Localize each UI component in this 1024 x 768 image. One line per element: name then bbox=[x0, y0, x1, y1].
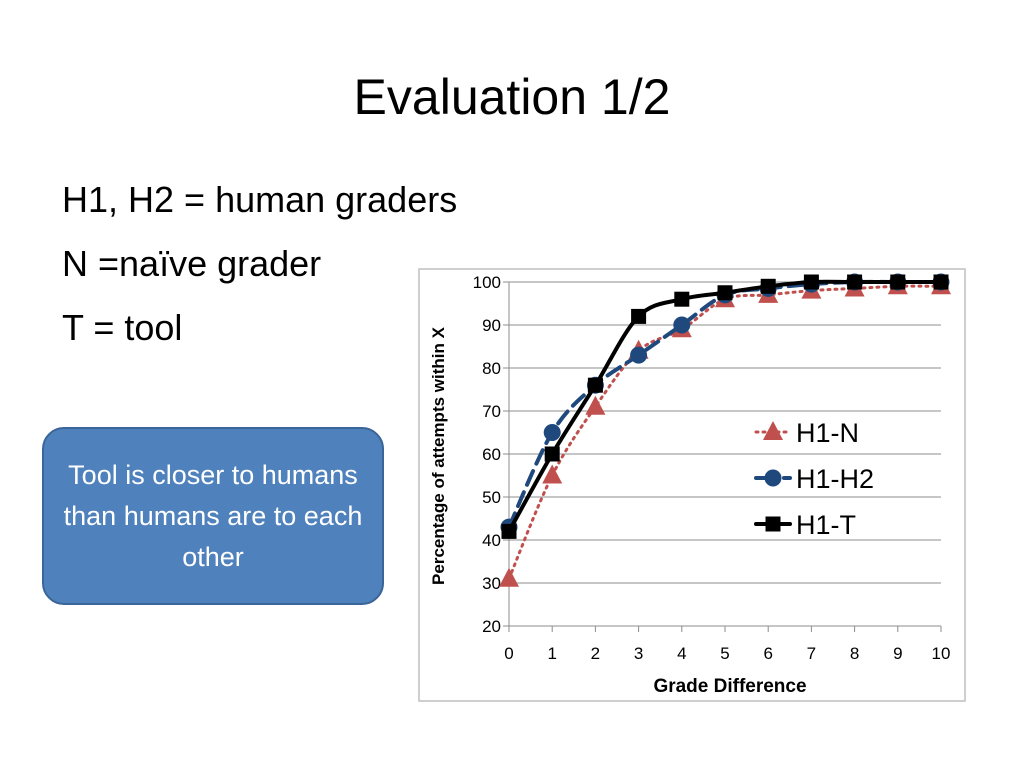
x-tick-label: 0 bbox=[504, 644, 513, 663]
data-point-h1-t bbox=[544, 446, 560, 462]
x-axis-label: Grade Difference bbox=[653, 676, 806, 697]
bullet-list: H1, H2 = human graders N =naïve grader T… bbox=[62, 168, 457, 360]
data-point-h1-h2 bbox=[543, 424, 561, 441]
bullet-item: T = tool bbox=[62, 307, 183, 348]
y-tick-label: 100 bbox=[473, 273, 501, 292]
data-point-h1-t bbox=[933, 274, 949, 290]
x-tick-label: 7 bbox=[807, 644, 816, 663]
bullet-item: H1, H2 = human graders bbox=[62, 179, 458, 220]
x-tick-label: 5 bbox=[720, 644, 729, 663]
chart-series bbox=[499, 273, 951, 587]
legend-entry-h1-t: H1-T bbox=[754, 510, 856, 540]
x-tick-label: 10 bbox=[932, 644, 951, 663]
series-h1-t bbox=[501, 274, 949, 539]
x-tick-label: 9 bbox=[893, 644, 902, 663]
x-tick-label: 3 bbox=[634, 644, 643, 663]
legend-entry-h1-h2: H1-H2 bbox=[754, 464, 874, 494]
x-tick-label: 1 bbox=[547, 644, 556, 663]
data-point-h1-n bbox=[499, 567, 519, 587]
legend-label-h1-h2: H1-H2 bbox=[796, 464, 874, 494]
y-tick-label: 90 bbox=[482, 316, 501, 335]
data-point-h1-t bbox=[847, 274, 863, 290]
data-point-h1-t bbox=[890, 274, 906, 290]
data-point-h1-t bbox=[631, 308, 647, 324]
legend-marker-h1-n bbox=[763, 421, 783, 440]
data-point-h1-t bbox=[674, 291, 690, 307]
data-point-h1-n bbox=[585, 395, 606, 415]
legend-marker-h1-h2 bbox=[764, 469, 782, 487]
bullet-item: N =naïve grader bbox=[62, 243, 322, 284]
x-tick-label: 4 bbox=[677, 644, 686, 663]
y-tick-label: 30 bbox=[482, 574, 501, 593]
y-tick-label: 60 bbox=[482, 445, 501, 464]
data-point-h1-h2 bbox=[630, 346, 648, 364]
legend-label-h1-t: H1-T bbox=[796, 510, 856, 540]
data-point-h1-h2 bbox=[673, 316, 691, 334]
chart-legend: H1-N H1-H2 H1-T bbox=[754, 418, 874, 540]
x-tick-label: 8 bbox=[850, 644, 859, 663]
data-point-h1-t bbox=[803, 274, 819, 290]
x-tick-label: 6 bbox=[763, 644, 772, 663]
y-tick-label: 80 bbox=[482, 359, 501, 378]
legend-label-h1-n: H1-N bbox=[796, 418, 859, 448]
y-tick-label: 50 bbox=[482, 488, 501, 507]
data-point-h1-n bbox=[542, 464, 563, 484]
y-axis-label: Percentage of attempts within X bbox=[429, 326, 448, 585]
legend-marker-h1-t bbox=[765, 516, 781, 532]
y-tick-label: 70 bbox=[482, 402, 501, 421]
data-point-h1-t bbox=[717, 285, 733, 301]
chart-axes: 20 30 40 50 60 70 80 90 100 0 1 2 3 4 5 6 7 8 9 10 bbox=[473, 273, 951, 663]
data-point-h1-t bbox=[760, 278, 776, 294]
callout-text: Tool is closer to humans than humans are… bbox=[63, 459, 363, 572]
line-chart: 20 30 40 50 60 70 80 90 100 0 1 2 3 4 5 6 7 8 9 10 H1-N H1-H… bbox=[418, 268, 966, 702]
x-tick-label: 2 bbox=[591, 644, 600, 663]
chart-border bbox=[418, 268, 966, 702]
y-tick-label: 40 bbox=[482, 531, 501, 550]
slide-title: Evaluation 1/2 bbox=[353, 69, 671, 125]
data-point-h1-t bbox=[587, 377, 603, 393]
y-tick-label: 20 bbox=[482, 617, 501, 636]
callout-box: Tool is closer to humans than humans are… bbox=[42, 427, 384, 605]
data-point-h1-t bbox=[501, 523, 517, 539]
legend-entry-h1-n: H1-N bbox=[754, 418, 859, 448]
